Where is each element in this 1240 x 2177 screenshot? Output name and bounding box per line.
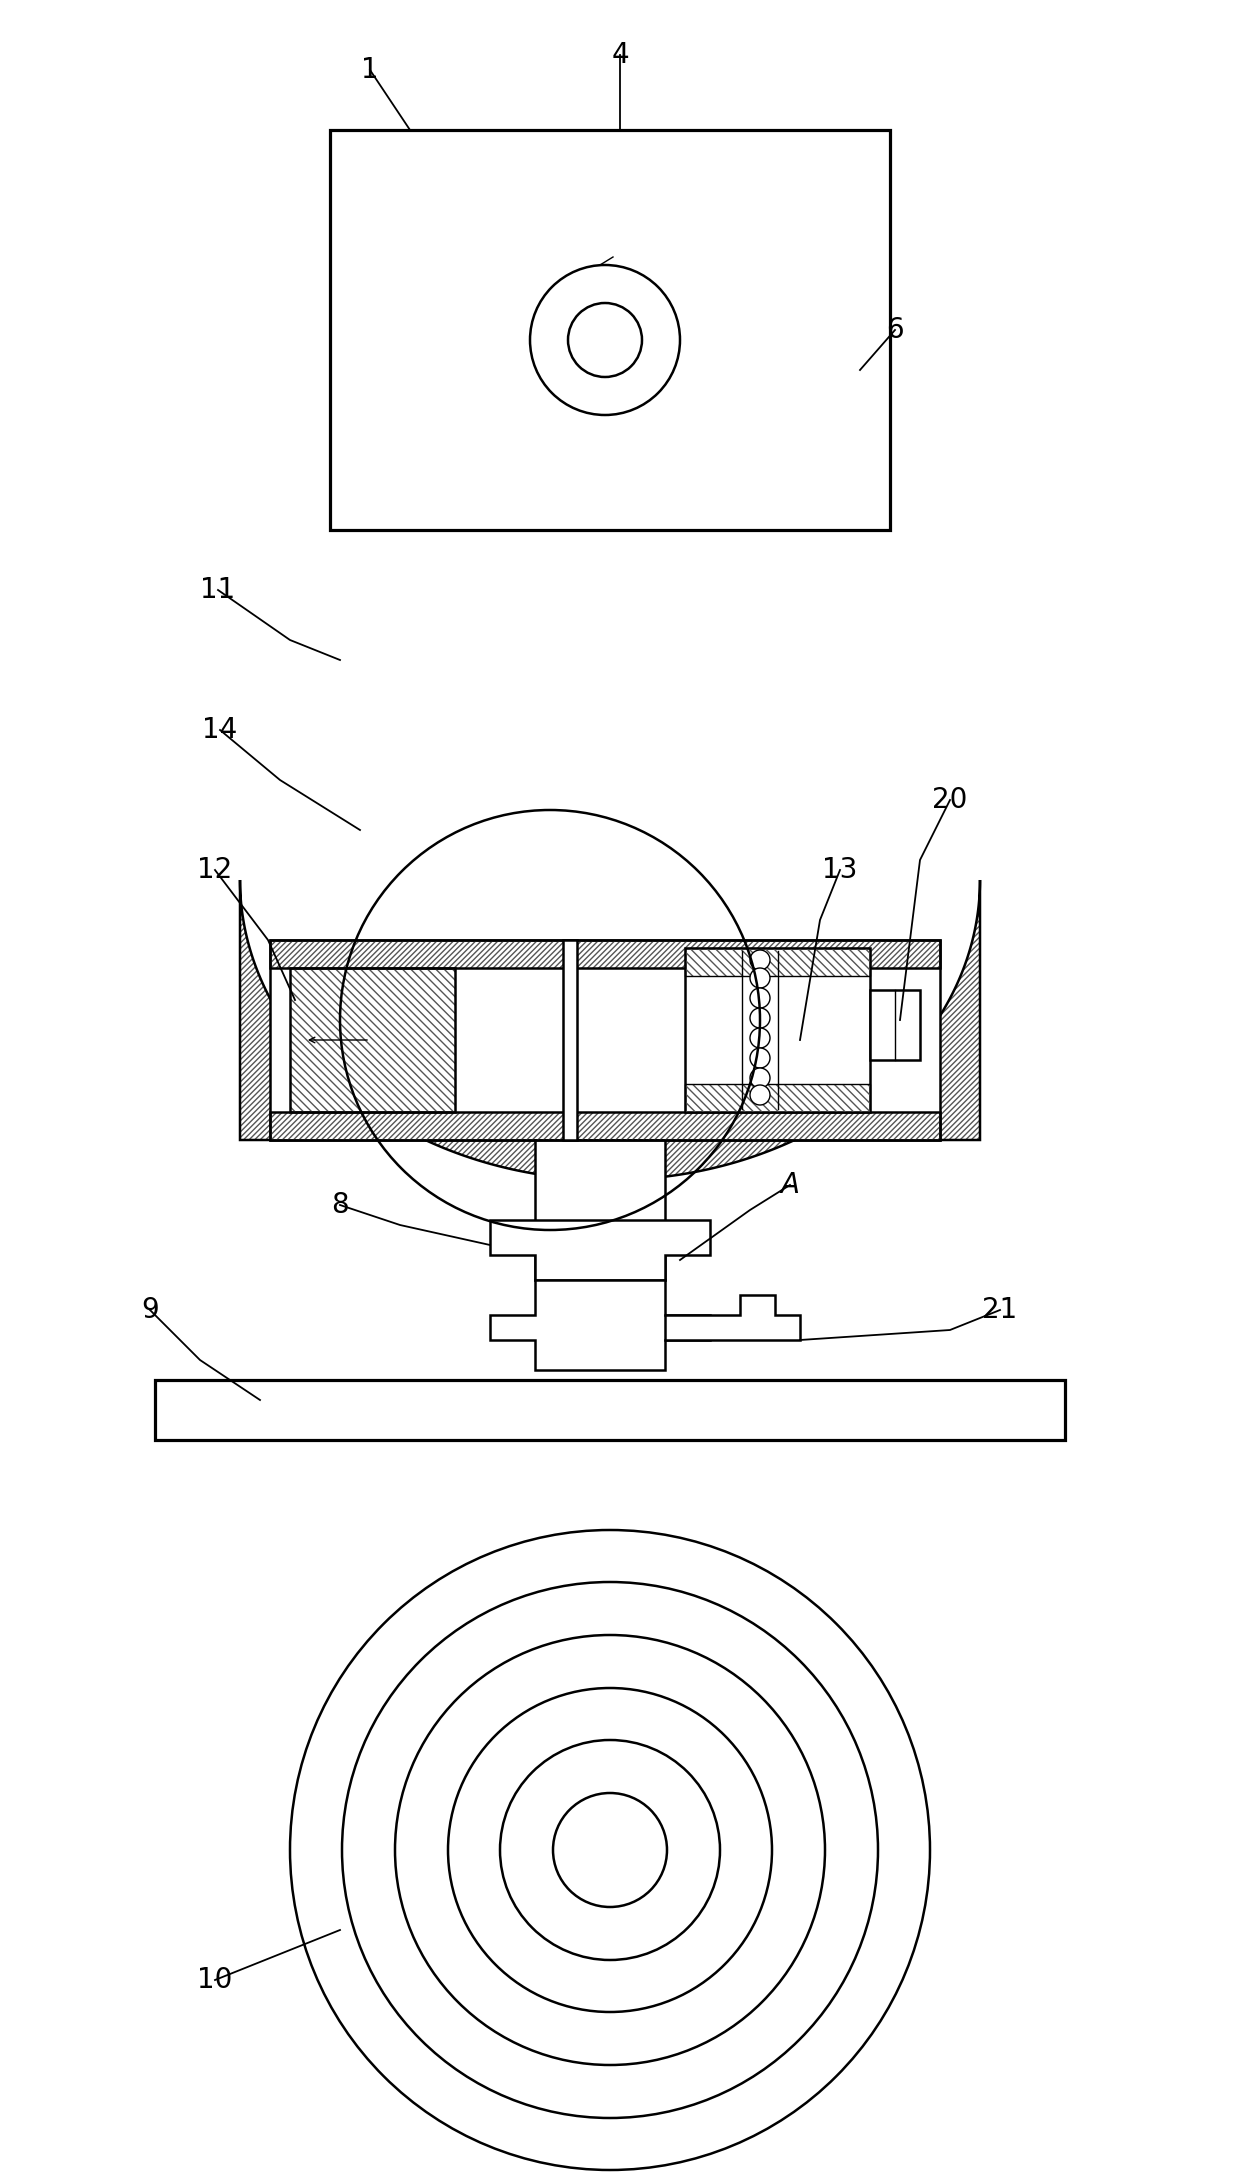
Bar <box>684 947 870 1112</box>
Bar <box>270 940 940 969</box>
Text: 13: 13 <box>822 856 858 884</box>
Text: 14: 14 <box>202 716 238 745</box>
Circle shape <box>750 1028 770 1047</box>
Text: 6: 6 <box>887 316 904 344</box>
Text: 4: 4 <box>611 41 629 70</box>
Circle shape <box>568 303 642 377</box>
Polygon shape <box>665 1295 800 1341</box>
Text: 1: 1 <box>361 57 378 85</box>
Bar <box>684 947 870 975</box>
Circle shape <box>750 988 770 1008</box>
Bar <box>270 1112 940 1141</box>
Bar <box>684 1084 870 1112</box>
Circle shape <box>750 1008 770 1028</box>
Circle shape <box>750 1069 770 1088</box>
Text: 9: 9 <box>141 1295 159 1324</box>
Text: 11: 11 <box>201 577 236 603</box>
Polygon shape <box>490 1280 711 1369</box>
Text: 12: 12 <box>197 856 233 884</box>
Bar <box>290 969 455 1112</box>
Bar <box>684 947 870 975</box>
Text: 20: 20 <box>932 786 967 814</box>
Text: 10: 10 <box>197 1966 233 1994</box>
Bar <box>870 991 920 1060</box>
Bar <box>563 940 577 1141</box>
Bar <box>534 1141 665 1280</box>
Circle shape <box>750 1084 770 1106</box>
Bar <box>290 969 455 1112</box>
Bar <box>270 1112 940 1141</box>
Bar <box>270 940 940 1141</box>
Circle shape <box>529 266 680 416</box>
Polygon shape <box>490 1219 711 1280</box>
Text: 21: 21 <box>982 1295 1018 1324</box>
Bar <box>330 131 890 529</box>
Bar <box>684 1084 870 1112</box>
Bar <box>270 940 940 969</box>
Text: A: A <box>780 1171 800 1200</box>
Circle shape <box>750 949 770 971</box>
Circle shape <box>750 1047 770 1069</box>
Polygon shape <box>241 880 980 1180</box>
Text: 8: 8 <box>331 1191 348 1219</box>
Bar <box>155 1380 1065 1439</box>
Circle shape <box>750 969 770 988</box>
